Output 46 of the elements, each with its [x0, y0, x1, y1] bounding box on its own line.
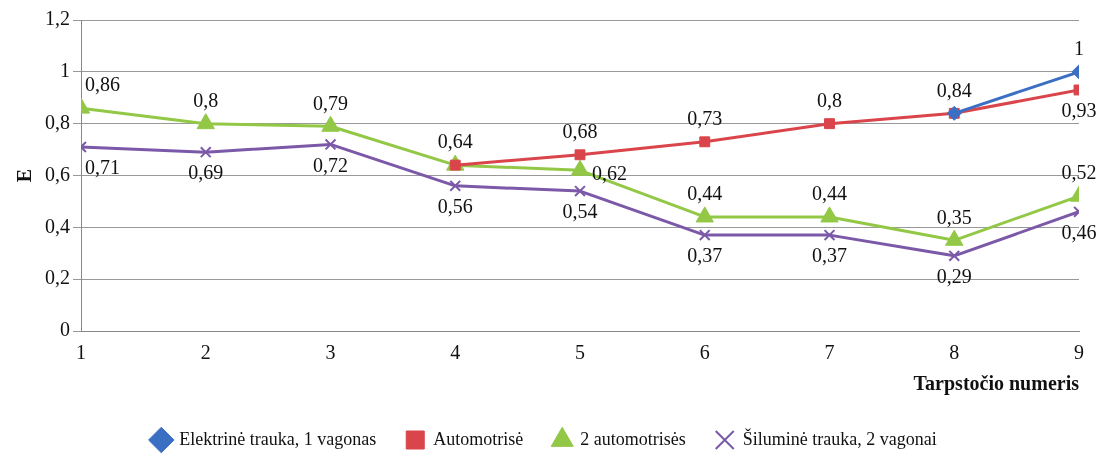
data-label: 0,93 [1061, 99, 1097, 122]
y-tick-label: 1 [60, 59, 70, 82]
data-label: 0,72 [313, 153, 348, 176]
legend-label: 2 automotrisės [580, 428, 686, 449]
x-tick-label: 2 [200, 341, 211, 364]
data-label: 0,46 [1061, 221, 1097, 244]
y-tick-label: 0,8 [45, 110, 70, 133]
x-tick-label: 7 [824, 341, 835, 364]
x-tick-label: 5 [575, 341, 585, 364]
x-tick-label: 4 [450, 341, 461, 364]
data-label: 0,84 [936, 78, 972, 101]
legend-label: Elektrinė trauka, 1 vagonas [179, 428, 377, 449]
data-label: 0,68 [562, 120, 598, 143]
y-axis-title: E [13, 168, 36, 183]
data-label: 0,37 [812, 244, 847, 267]
data-label: 0,52 [1061, 161, 1097, 184]
x-tick-label: 8 [949, 341, 960, 364]
data-label: 0,37 [687, 244, 723, 267]
legend-label: Šiluminė trauka, 2 vagonai [742, 427, 937, 449]
x-tick-label: 3 [325, 341, 336, 364]
data-label: 0,73 [687, 107, 723, 130]
data-label: 0,62 [592, 161, 627, 184]
y-tick-label: 0,2 [45, 266, 70, 289]
data-label: 0,71 [85, 156, 120, 179]
x-axis-title: Tarpstočio numeris [913, 372, 1080, 396]
data-label: 1 [1074, 37, 1084, 60]
x-tick-label: 9 [1074, 341, 1084, 364]
data-label: 0,44 [687, 182, 723, 205]
data-label: 0,56 [437, 195, 473, 218]
data-label: 0,44 [812, 182, 847, 205]
data-label: 0,8 [817, 88, 842, 111]
y-tick-label: 1,2 [45, 7, 70, 30]
y-tick-label: 0 [60, 318, 70, 341]
data-label: 0,35 [936, 205, 972, 228]
legend-label: Automotrisė [433, 428, 524, 449]
data-label: 0,79 [313, 91, 348, 114]
data-label: 0,64 [437, 130, 473, 153]
x-tick-label: 1 [76, 341, 86, 364]
data-label: 0,54 [562, 200, 598, 223]
data-label: 0,8 [193, 88, 219, 111]
data-label: 0,69 [188, 161, 224, 184]
x-tick-label: 6 [699, 341, 710, 364]
y-tick-label: 0,6 [45, 162, 70, 185]
data-label: 0,86 [85, 73, 120, 96]
data-label: 0,29 [936, 265, 972, 288]
y-tick-label: 0,4 [45, 214, 70, 237]
